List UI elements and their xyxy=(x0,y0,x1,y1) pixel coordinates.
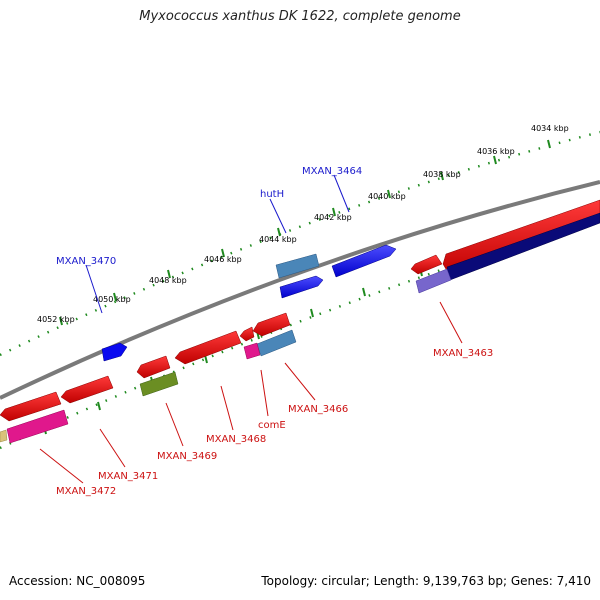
tick-label: 4036 kbp xyxy=(477,147,515,156)
tick-label: 4038 kbp xyxy=(423,170,461,179)
leader-line xyxy=(39,448,84,484)
tick-mark xyxy=(277,227,281,237)
lower-leaders xyxy=(39,301,463,484)
tick-label: 4046 kbp xyxy=(204,255,242,264)
genome-backbone xyxy=(0,180,600,400)
map-title: Myxococcus xanthus DK 1622, complete gen… xyxy=(139,9,461,24)
leader-line xyxy=(165,402,184,447)
gene-block-mxan-3463-violet[interactable] xyxy=(415,268,452,294)
tick-mark xyxy=(547,139,551,149)
gene-label[interactable]: MXAN_3469 xyxy=(157,451,217,462)
upper-ruler-dots xyxy=(0,130,600,357)
leader-line xyxy=(284,362,316,401)
gene-arrow-mxan-3464[interactable] xyxy=(331,244,397,278)
gene-arrow-mxan-3471[interactable] xyxy=(60,375,114,404)
gene-arrow-mxan-3468[interactable] xyxy=(174,330,242,365)
tick-mark xyxy=(332,207,336,217)
gene-block-come[interactable] xyxy=(243,342,261,360)
gene-label[interactable]: comE xyxy=(258,420,286,431)
gene-arrow-mxan-3466[interactable] xyxy=(252,312,291,337)
tick-label: 4034 kbp xyxy=(531,124,569,133)
leader-line xyxy=(99,428,126,468)
gene-label[interactable]: hutH xyxy=(260,189,284,200)
gene-arrow-mxan-3472[interactable] xyxy=(0,391,62,422)
leader-line xyxy=(439,301,463,344)
tick-mark xyxy=(97,401,101,411)
tick-label: 4048 kbp xyxy=(149,276,187,285)
gene-label[interactable]: MXAN_3463 xyxy=(433,348,493,359)
gene-block-mxan-3469-olive[interactable] xyxy=(139,371,179,397)
tick-mark xyxy=(59,316,63,326)
gene-block-mxan-3466-blue[interactable] xyxy=(256,329,297,357)
forward-features xyxy=(101,244,397,362)
tick-mark xyxy=(113,292,117,302)
tick-label: 4040 kbp xyxy=(368,192,406,201)
gene-arrow-mxan-3462[interactable] xyxy=(410,254,443,275)
tick-label: 4050 kbp xyxy=(93,295,131,304)
gene-arrow-come-small[interactable] xyxy=(239,326,255,342)
genome-summary-text: Topology: circular; Length: 9,139,763 bp… xyxy=(261,574,591,588)
gene-block-edge-tan[interactable] xyxy=(0,429,8,443)
tick-mark xyxy=(221,248,225,258)
tick-mark xyxy=(387,189,391,199)
gene-label[interactable]: MXAN_3466 xyxy=(288,404,348,415)
gene-arrow-huth[interactable] xyxy=(275,253,320,279)
tick-label: 4052 kbp xyxy=(37,315,75,324)
gene-label[interactable]: MXAN_3472 xyxy=(56,486,116,497)
tick-label: 4042 kbp xyxy=(314,213,352,222)
tick-mark xyxy=(493,155,497,165)
leader-line xyxy=(333,174,350,213)
tick-mark xyxy=(167,269,171,279)
gene-arrow-mxan-3470[interactable] xyxy=(101,342,128,362)
tick-mark xyxy=(310,308,314,318)
gene-arrow-mxan-3465[interactable] xyxy=(279,275,324,299)
leader-line xyxy=(85,264,103,314)
upper-ruler xyxy=(0,130,600,357)
gene-label[interactable]: MXAN_3471 xyxy=(98,471,158,482)
accession-text: Accession: NC_008095 xyxy=(9,574,146,588)
gene-label[interactable]: MXAN_3468 xyxy=(206,434,266,445)
gene-label[interactable]: MXAN_3470 xyxy=(56,256,116,267)
reverse-features xyxy=(0,199,600,444)
tick-mark xyxy=(362,287,366,297)
tick-label: 4044 kbp xyxy=(259,235,297,244)
upper-leaders xyxy=(85,174,350,314)
leader-line xyxy=(220,385,234,431)
tick-mark xyxy=(440,171,444,181)
leader-line xyxy=(269,198,287,234)
leader-line xyxy=(260,369,269,417)
gene-label[interactable]: MXAN_3464 xyxy=(302,166,362,177)
lower-ruler-dots xyxy=(0,216,600,450)
gene-block-mxan-3472-magenta[interactable] xyxy=(6,409,69,444)
gene-arrow-mxan-3469a[interactable] xyxy=(136,355,171,379)
